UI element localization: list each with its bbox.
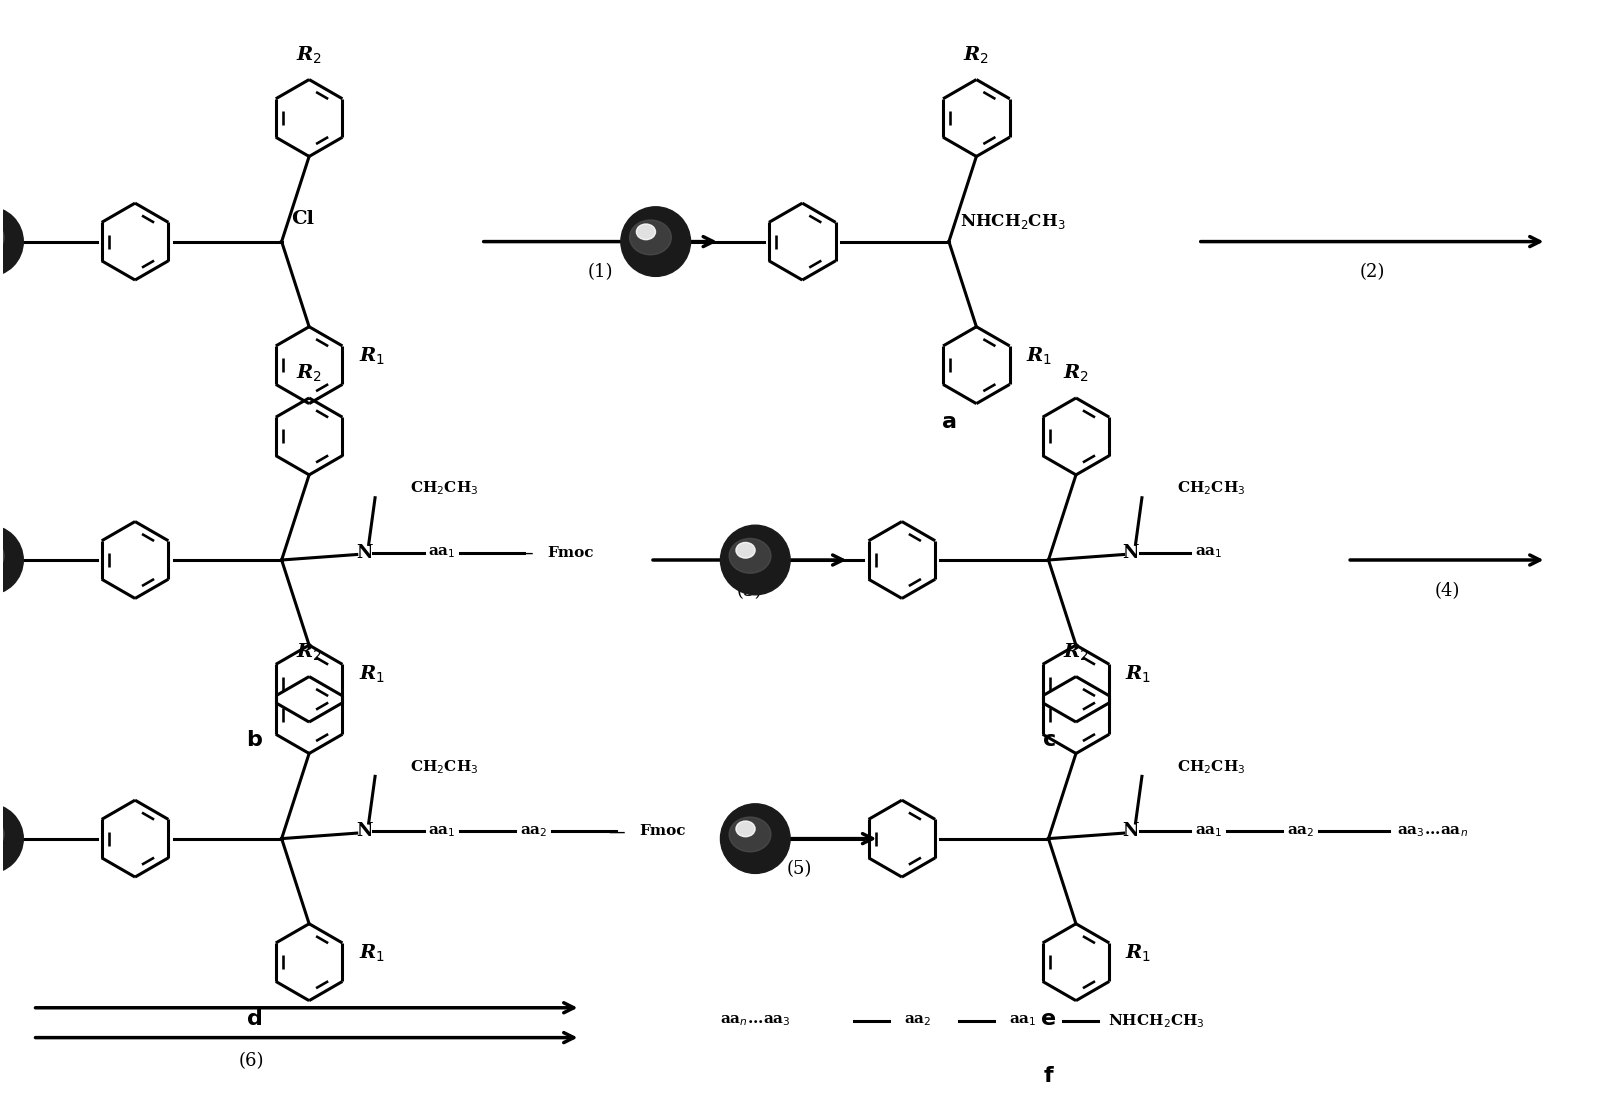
Circle shape: [0, 804, 24, 874]
Text: aa$_2$: aa$_2$: [520, 824, 547, 839]
Text: aa$_1$: aa$_1$: [1194, 824, 1223, 839]
Circle shape: [0, 207, 24, 277]
Ellipse shape: [736, 542, 755, 558]
Text: Fmoc: Fmoc: [640, 824, 686, 838]
Text: $\mathbf{f}$: $\mathbf{f}$: [1043, 1065, 1054, 1088]
Text: CH$_2$CH$_3$: CH$_2$CH$_3$: [1177, 479, 1246, 497]
Text: (3): (3): [737, 582, 763, 600]
Text: R$_1$: R$_1$: [358, 942, 385, 963]
Ellipse shape: [0, 539, 5, 573]
Text: (1): (1): [587, 263, 612, 281]
Text: (5): (5): [787, 860, 812, 878]
Text: R$_2$: R$_2$: [1063, 363, 1089, 384]
Text: CH$_2$CH$_3$: CH$_2$CH$_3$: [409, 479, 478, 497]
Text: R$_2$: R$_2$: [296, 45, 321, 66]
Text: aa$_n$...aa$_3$: aa$_n$...aa$_3$: [720, 1014, 790, 1028]
Text: aa$_3$...aa$_n$: aa$_3$...aa$_n$: [1396, 824, 1468, 839]
Text: R$_2$: R$_2$: [963, 45, 990, 66]
Text: aa$_1$: aa$_1$: [1009, 1014, 1036, 1028]
Text: $\mathbf{a}$: $\mathbf{a}$: [942, 411, 956, 433]
Text: (2): (2): [1359, 263, 1385, 281]
Text: Fmoc: Fmoc: [548, 545, 595, 560]
Circle shape: [721, 804, 790, 874]
Text: NHCH$_2$CH$_3$: NHCH$_2$CH$_3$: [959, 212, 1065, 231]
Text: $\mathbf{e}$: $\mathbf{e}$: [1041, 1008, 1057, 1030]
Text: R$_2$: R$_2$: [296, 642, 321, 663]
Circle shape: [721, 525, 790, 595]
Text: NHCH$_2$CH$_3$: NHCH$_2$CH$_3$: [1108, 1011, 1206, 1029]
Text: —: —: [608, 822, 625, 840]
Text: N: N: [1122, 543, 1138, 561]
Text: aa$_2$: aa$_2$: [903, 1014, 932, 1028]
Text: aa$_1$: aa$_1$: [1194, 545, 1223, 560]
Ellipse shape: [630, 220, 672, 255]
Circle shape: [0, 525, 24, 595]
Text: aa$_1$: aa$_1$: [429, 824, 456, 839]
Text: CH$_2$CH$_3$: CH$_2$CH$_3$: [1177, 758, 1246, 776]
Text: R$_2$: R$_2$: [296, 363, 321, 384]
Text: N: N: [1122, 822, 1138, 840]
Circle shape: [620, 207, 691, 277]
Text: R$_1$: R$_1$: [1126, 942, 1151, 963]
Text: Cl: Cl: [291, 209, 313, 227]
Text: $\mathbf{d}$: $\mathbf{d}$: [246, 1008, 262, 1030]
Text: R$_1$: R$_1$: [358, 345, 385, 366]
Ellipse shape: [729, 539, 771, 573]
Ellipse shape: [729, 818, 771, 852]
Text: R$_1$: R$_1$: [1126, 664, 1151, 685]
Ellipse shape: [736, 821, 755, 837]
Text: $\mathbf{b}$: $\mathbf{b}$: [246, 729, 262, 752]
Ellipse shape: [636, 224, 656, 240]
Text: R$_2$: R$_2$: [1063, 642, 1089, 663]
Text: R$_1$: R$_1$: [358, 664, 385, 685]
Text: $\mathbf{c}$: $\mathbf{c}$: [1041, 729, 1055, 752]
Text: N: N: [357, 822, 373, 840]
Text: CH$_2$CH$_3$: CH$_2$CH$_3$: [409, 758, 478, 776]
Text: aa$_1$: aa$_1$: [429, 545, 456, 560]
Text: (6): (6): [238, 1053, 264, 1071]
Text: N: N: [357, 543, 373, 561]
Text: (4): (4): [1434, 582, 1460, 600]
Ellipse shape: [0, 818, 5, 852]
Text: —: —: [516, 543, 532, 561]
Ellipse shape: [0, 220, 5, 255]
Text: aa$_2$: aa$_2$: [1287, 824, 1314, 839]
Text: R$_1$: R$_1$: [1027, 345, 1052, 366]
